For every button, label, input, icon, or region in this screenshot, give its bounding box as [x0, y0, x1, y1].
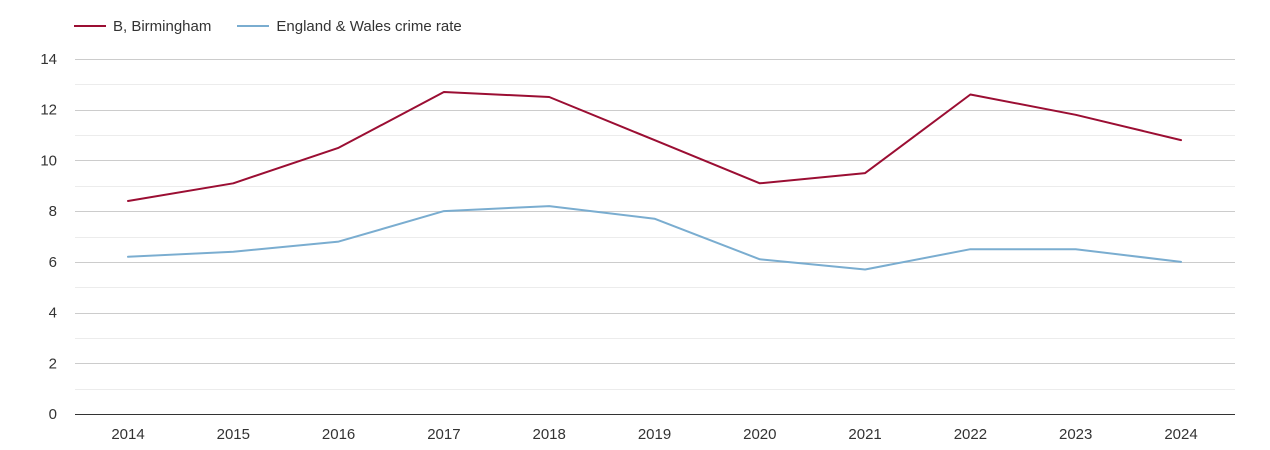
- series-line-england-wales[interactable]: [127, 205, 1182, 271]
- legend: B, Birmingham England & Wales crime rate: [74, 15, 488, 37]
- x-tick-label: 2019: [638, 426, 671, 443]
- y-tick-label: 0: [49, 406, 57, 423]
- legend-item-birmingham[interactable]: B, Birmingham: [74, 18, 211, 35]
- y-tick-label: 4: [49, 305, 57, 322]
- x-tick-label: 2022: [954, 426, 987, 443]
- x-tick-label: 2014: [111, 426, 144, 443]
- x-tick-label: 2023: [1059, 426, 1092, 443]
- y-tick-label: 14: [40, 51, 57, 68]
- x-axis: 2014 2015 2016 2017 2018 2019 2020 2021 2022 2023…: [111, 426, 1197, 443]
- legend-label-england-wales: England & Wales crime rate: [276, 17, 462, 35]
- y-tick-label: 2: [49, 355, 57, 372]
- y-tick-label: 10: [40, 152, 57, 169]
- y-tick-label: 8: [49, 203, 57, 220]
- x-tick-label: 2016: [322, 426, 355, 443]
- legend-swatch-england-wales: [237, 25, 270, 27]
- x-tick-label: 2018: [533, 426, 566, 443]
- x-tick-label: 2021: [848, 426, 881, 443]
- legend-item-england-wales[interactable]: England & Wales crime rate: [237, 17, 462, 35]
- legend-swatch-birmingham: [74, 25, 106, 27]
- y-tick-label: 12: [40, 102, 57, 119]
- x-tick-label: 2015: [217, 426, 250, 443]
- series-line-birmingham[interactable]: [127, 91, 1182, 202]
- y-tick-label: 6: [49, 254, 57, 271]
- legend-label-birmingham: B, Birmingham: [113, 17, 212, 35]
- x-tick-label: 2024: [1164, 426, 1197, 443]
- x-tick-label: 2020: [743, 426, 776, 443]
- y-axis: 0 2 4 6 8 10 12 14: [40, 51, 57, 423]
- grid: [75, 59, 1235, 390]
- x-tick-label: 2017: [427, 426, 460, 443]
